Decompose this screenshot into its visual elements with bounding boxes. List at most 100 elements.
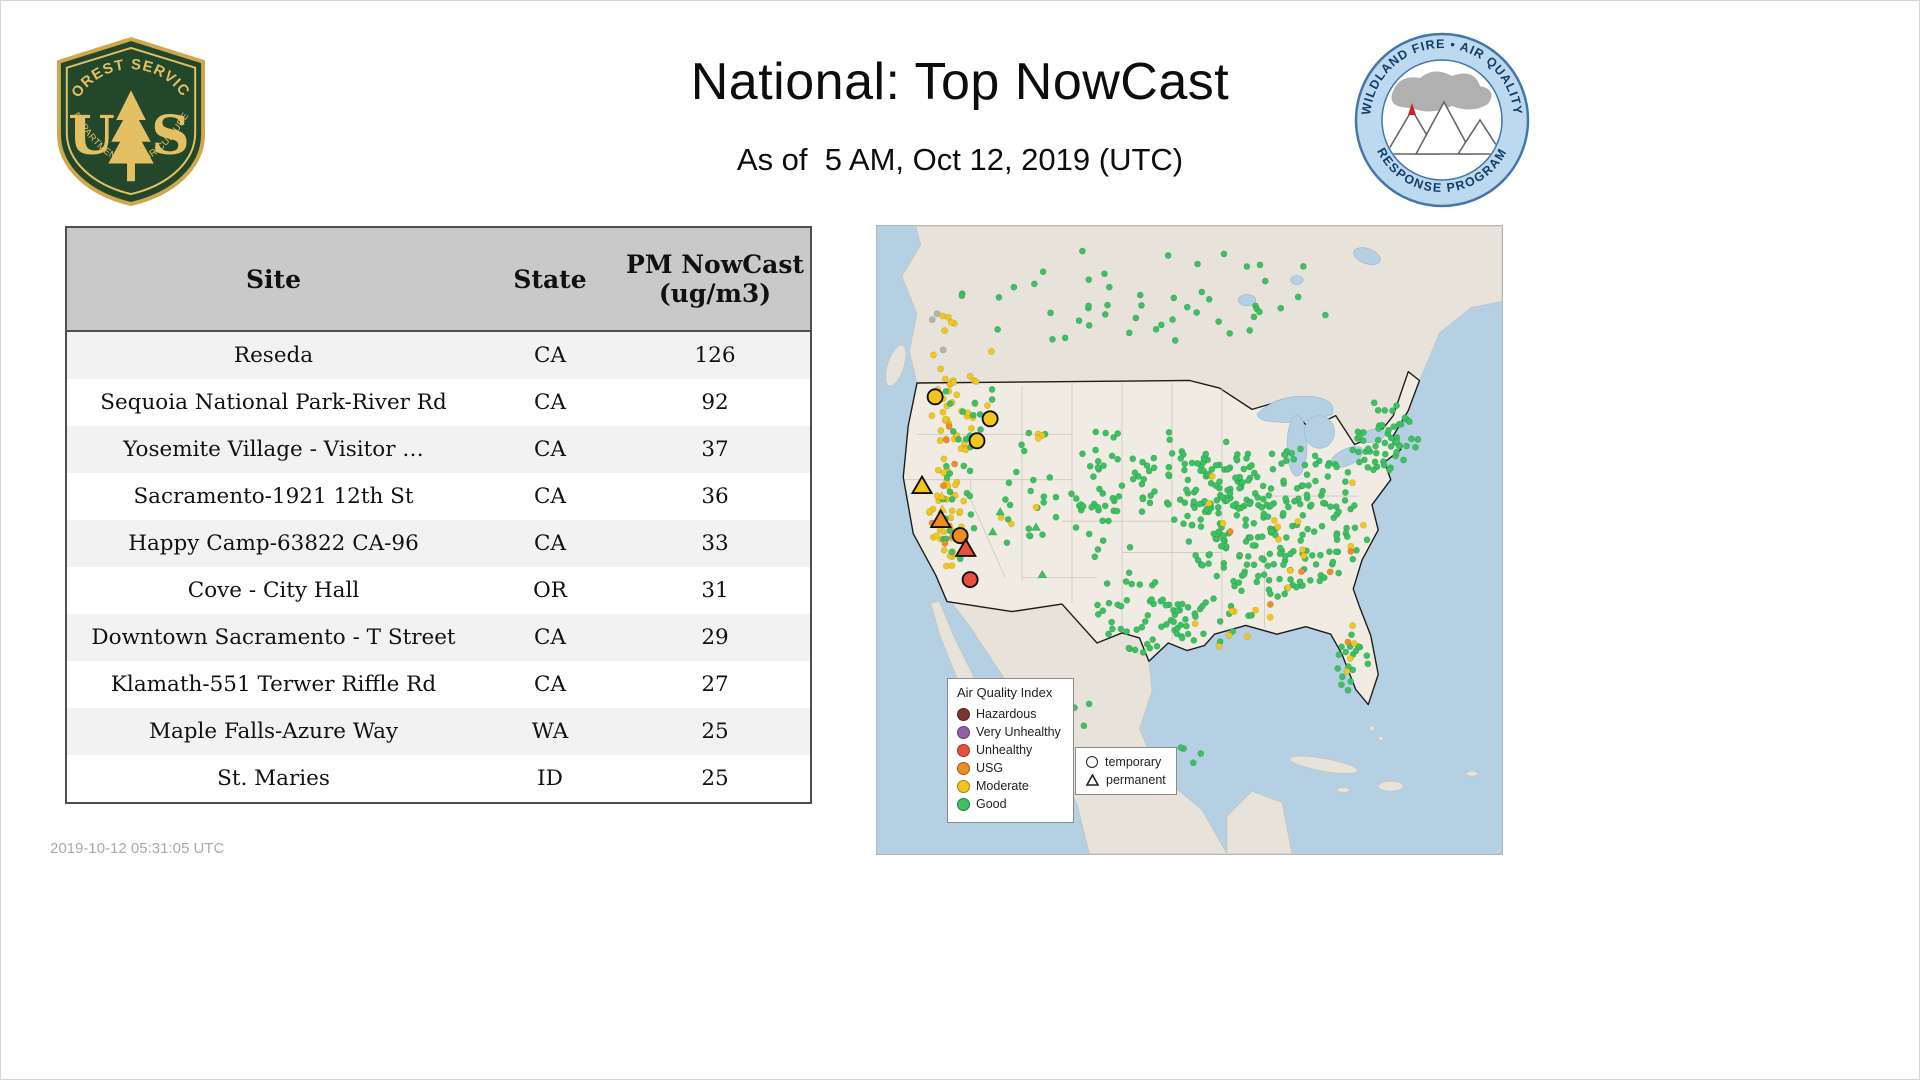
monitor-dot — [1039, 531, 1046, 539]
monitor-dot — [1185, 538, 1193, 545]
monitor-dot — [1374, 436, 1382, 444]
monitor-dot — [1122, 578, 1130, 585]
monitor-dot — [1197, 750, 1205, 757]
monitor-dot — [1061, 334, 1069, 342]
column-header-state: State — [480, 227, 620, 332]
monitor-dot — [947, 318, 955, 326]
monitor-dot — [1226, 489, 1234, 497]
monitor-dot — [1182, 615, 1189, 623]
monitor-dot — [1267, 485, 1275, 492]
monitor-dot — [1296, 500, 1304, 508]
monitor-dot — [1266, 613, 1274, 621]
monitor-dot — [1240, 570, 1248, 578]
monitor-dot — [1151, 488, 1158, 495]
monitor-dot — [1184, 603, 1192, 611]
monitor-dot — [1117, 602, 1125, 610]
monitor-dot — [1100, 462, 1107, 470]
monitor-dot — [1264, 513, 1272, 520]
monitor-dot — [1276, 544, 1284, 552]
monitor-dot — [1319, 487, 1327, 495]
monitor-dot — [1317, 551, 1324, 559]
monitor-dot — [1294, 518, 1302, 525]
monitor-dot — [1072, 524, 1080, 531]
monitor-dot — [1146, 644, 1154, 652]
monitor-dot — [966, 467, 974, 475]
monitor-dot — [1177, 455, 1185, 462]
monitor-dot — [1085, 530, 1093, 538]
monitor-dot — [1169, 316, 1176, 323]
monitor-dot — [1353, 546, 1360, 554]
monitor-dot — [1099, 537, 1107, 545]
fs-logo-letter-u: U — [68, 104, 115, 167]
monitor-dot — [1347, 548, 1355, 555]
monitor-dot — [970, 524, 978, 532]
monitor-dot — [1165, 428, 1173, 436]
forest-service-logo: FOREST SERVICE U S DEPARTMENT OF AGRICUL… — [52, 34, 206, 206]
monitor-dot — [937, 365, 944, 373]
monitor-dot — [1197, 523, 1205, 531]
monitor-dot — [1363, 652, 1371, 660]
monitor-dot — [1105, 283, 1113, 291]
monitor-dot — [1168, 449, 1176, 457]
monitor-dot — [1166, 436, 1174, 444]
monitor-dot — [946, 488, 954, 496]
monitor-dot — [1226, 528, 1234, 535]
monitor-dot — [1306, 577, 1314, 584]
monitor-dot — [1080, 722, 1088, 730]
monitor-dot — [1193, 309, 1201, 316]
monitor-dot — [1212, 482, 1220, 490]
monitor-dot — [1192, 552, 1200, 559]
monitor-marker-triangle — [929, 508, 952, 528]
monitor-dot — [1215, 642, 1223, 650]
bahamas-island-2 — [1378, 735, 1384, 741]
monitor-dot — [1318, 522, 1326, 530]
monitor-dot — [1296, 578, 1304, 586]
monitor-dot — [1387, 434, 1395, 442]
monitor-dot — [1244, 553, 1252, 560]
monitor-dot — [1136, 291, 1144, 299]
monitor-dot — [1311, 452, 1319, 460]
monitor-dot — [1393, 448, 1400, 456]
monitor-dot — [1085, 321, 1093, 329]
monitor-dot — [942, 415, 949, 423]
monitor-dot — [971, 399, 979, 407]
monitor-dot — [1228, 607, 1236, 615]
monitor-dot — [942, 387, 950, 395]
monitor-dot — [1086, 462, 1094, 470]
monitor-marker-circle — [981, 410, 999, 428]
cell-site: Happy Camp-63822 CA-96 — [128, 531, 419, 556]
monitor-dot — [1316, 577, 1324, 585]
monitor-dot — [1046, 474, 1054, 481]
monitor-dot — [1235, 579, 1243, 587]
monitor-dot — [952, 481, 959, 489]
monitor-dot — [1312, 460, 1320, 468]
monitor-dot — [1335, 508, 1342, 516]
mountain-right-icon — [1456, 118, 1501, 155]
monitor-dot-triangle — [1031, 522, 1041, 531]
monitor-dot — [994, 326, 1002, 333]
monitor-dot — [1129, 455, 1137, 463]
monitor-dot — [948, 507, 956, 515]
monitor-dot — [1181, 499, 1189, 507]
monitor-dot — [1310, 528, 1318, 535]
monitor-dot — [1253, 578, 1261, 586]
cell-site: Sacramento-1921 12th St — [133, 484, 414, 509]
monitor-dot — [926, 507, 933, 515]
monitor-dot — [1114, 455, 1122, 463]
monitor-dot — [1034, 434, 1042, 442]
permanent-triangle-icon — [1086, 774, 1099, 786]
monitor-dot — [1299, 531, 1306, 539]
monitor-dot — [1249, 542, 1257, 549]
monitor-dot — [1326, 548, 1333, 556]
monitor-dot — [1214, 503, 1222, 511]
monitor-dot — [936, 437, 944, 444]
monitor-dot — [1243, 455, 1250, 462]
monitor-dot — [949, 428, 957, 435]
monitor-dot — [1005, 479, 1013, 487]
monitor-dot — [1177, 621, 1185, 629]
monitor-dot — [1215, 509, 1222, 517]
monitor-dot — [1157, 321, 1165, 329]
monitor-dot — [1145, 467, 1153, 475]
monitor-dot — [1146, 499, 1154, 507]
shape-legend-permanent: permanent — [1086, 771, 1166, 789]
